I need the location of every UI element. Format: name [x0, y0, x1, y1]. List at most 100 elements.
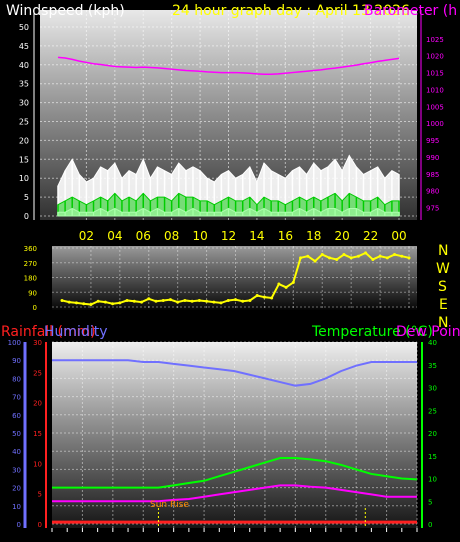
direction-tick-label: 360 [24, 245, 37, 253]
compass-w: W [436, 261, 450, 277]
wind-x-tick-label: 04 [107, 229, 122, 243]
barometer-tick-label: 1015 [426, 70, 444, 78]
direction-point [306, 254, 310, 258]
direction-tick-label: 0 [33, 304, 37, 312]
direction-point [89, 303, 93, 307]
wind-y-tick-label: 5 [24, 193, 29, 202]
wind-y-tick-label: 25 [19, 118, 29, 127]
barometer-tick-label: 1025 [426, 36, 444, 44]
barometer-tick-label: 985 [426, 171, 439, 179]
direction-point [291, 280, 295, 284]
humidity-title: Humidity [44, 324, 107, 340]
direction-tick-label: 270 [24, 260, 37, 268]
direction-point [168, 298, 172, 302]
direction-point [407, 256, 411, 260]
rainfall-tick-label: 25 [33, 369, 42, 377]
humidity-tick-label: 50 [12, 430, 21, 438]
temperature-tick-label: 35 [428, 362, 437, 370]
rainfall-tick-label: 10 [33, 460, 42, 468]
barometer-tick-label: 980 [426, 188, 439, 196]
rainfall-tick-label: 30 [33, 339, 42, 347]
compass-s: S [438, 279, 447, 295]
wind-x-tick-label: 08 [164, 229, 179, 243]
direction-point [364, 251, 368, 255]
direction-point [176, 300, 180, 304]
direction-point [248, 298, 252, 302]
temperature-line [52, 457, 418, 489]
wind-x-tick-label: 10 [192, 229, 207, 243]
wind-y-tick-label: 20 [19, 136, 29, 145]
direction-point [378, 254, 382, 258]
rainfall-tick-label: 15 [33, 430, 42, 438]
wind-x-tick-label: 18 [306, 229, 321, 243]
barometer-tick-label: 1005 [426, 103, 444, 111]
direction-point [241, 299, 245, 303]
temperature-tick-label: 40 [428, 339, 437, 347]
direction-point [111, 302, 115, 306]
humidity-tick-label: 60 [12, 412, 21, 420]
direction-point [103, 300, 107, 304]
direction-point [270, 296, 274, 300]
barometer-tick-label: 995 [426, 137, 439, 145]
wind-y-tick-label: 50 [19, 23, 29, 32]
direction-point [197, 298, 201, 302]
humidity-tick-label: 70 [12, 394, 21, 402]
humidity-tick-label: 10 [12, 503, 21, 511]
rainfall-tick-label: 0 [38, 521, 42, 529]
wind-x-tick-label: 20 [335, 229, 350, 243]
humidity-tick-label: 0 [17, 521, 21, 529]
wind-y-tick-label: 30 [19, 99, 29, 108]
direction-point [140, 300, 144, 304]
direction-point [154, 299, 158, 303]
temperature-tick-label: 5 [428, 498, 432, 506]
barometer-line [57, 56, 400, 75]
barometer-tick-label: 1000 [426, 120, 444, 128]
direction-point [219, 301, 223, 305]
dewpoint-title: Dew Point [396, 324, 460, 340]
direction-point [132, 299, 136, 303]
direction-point [356, 254, 360, 258]
barometer-tick-label: 975 [426, 205, 439, 213]
date-title: 24 hour graph day : April 13 2026 [172, 3, 410, 19]
direction-point [74, 301, 78, 305]
compass-labels: N W S E N [436, 243, 450, 331]
windspeed-title: Windspeed (kph) [6, 3, 125, 19]
direction-point [327, 256, 331, 260]
direction-point [299, 256, 303, 260]
wind-y-tick-label: 35 [19, 80, 29, 89]
direction-point [393, 253, 397, 257]
wind-x-tick-label: 00 [391, 229, 406, 243]
rainfall-tick-label: 5 [38, 491, 42, 499]
direction-point [82, 302, 86, 306]
direction-point [226, 298, 230, 302]
direction-point [125, 298, 129, 302]
wind-y-tick-label: 15 [19, 155, 29, 164]
barometer-title: Barometer (h [364, 3, 457, 19]
direction-point [335, 257, 339, 261]
dew-point-line [52, 484, 417, 503]
direction-point [277, 282, 281, 286]
compass-e: E [439, 297, 448, 313]
direction-point [161, 298, 165, 302]
compass-n-bottom: N [438, 315, 448, 331]
humidity-line [52, 359, 417, 387]
direction-point [349, 256, 353, 260]
direction-point [262, 295, 266, 299]
wind-x-tick-label: 12 [221, 229, 236, 243]
temperature-tick-label: 10 [428, 476, 437, 484]
direction-point [118, 301, 122, 305]
temperature-tick-label: 20 [428, 430, 437, 438]
humidity-tick-label: 30 [12, 466, 21, 474]
direction-point [212, 300, 216, 304]
humidity-tick-label: 90 [12, 357, 21, 365]
temperature-tick-label: 0 [428, 521, 432, 529]
direction-tick-label: 90 [28, 289, 37, 297]
direction-point [284, 285, 288, 289]
wind-x-tick-label: 02 [79, 229, 94, 243]
temperature-title: Temperature (°C) [311, 324, 433, 340]
direction-point [190, 299, 194, 303]
barometer-tick-label: 1010 [426, 86, 444, 94]
humidity-tick-label: 40 [12, 448, 21, 456]
